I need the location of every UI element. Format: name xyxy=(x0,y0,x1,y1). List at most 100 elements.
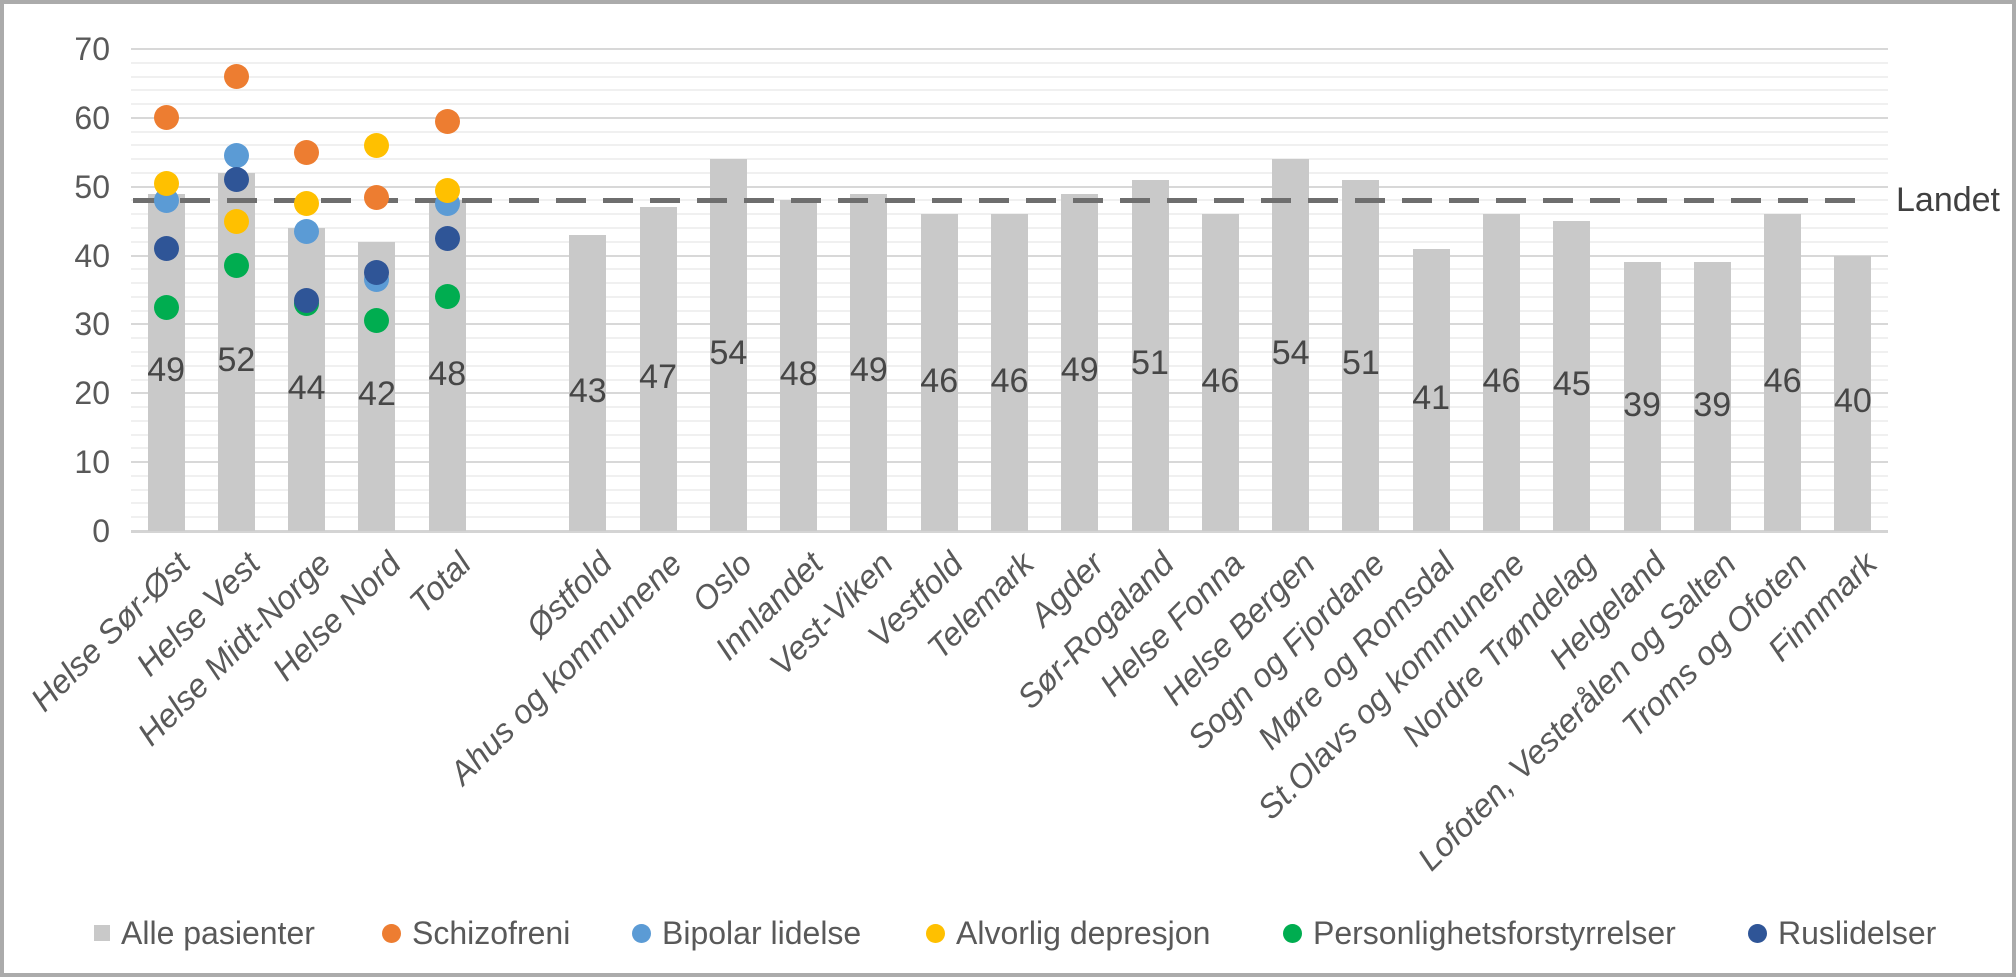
major-gridline xyxy=(131,48,1888,50)
bar-value-label: 44 xyxy=(287,368,326,407)
bar xyxy=(1131,179,1169,531)
scatter-dot-personlighetsforstyrrelser xyxy=(223,253,249,279)
y-tick-label: 10 xyxy=(74,444,110,481)
scatter-dot-schizofreni xyxy=(153,105,179,131)
bar-value-label: 52 xyxy=(217,340,256,379)
bar xyxy=(850,193,888,531)
minor-gridline xyxy=(131,144,1888,147)
scatter-dot-ruslidelser xyxy=(434,225,460,251)
minor-gridline xyxy=(131,75,1888,78)
bar xyxy=(920,214,958,531)
scatter-dot-schizofreni xyxy=(294,139,320,165)
minor-gridline xyxy=(131,103,1888,106)
bar xyxy=(1553,221,1591,531)
scatter-dot-alvorlig-depresjon xyxy=(364,132,390,158)
bar-value-label: 39 xyxy=(1693,385,1732,424)
bar-value-label: 48 xyxy=(428,354,467,393)
bar-value-label: 46 xyxy=(920,361,959,400)
legend-item: Alvorlig depresjon xyxy=(926,912,1210,954)
scatter-dot-schizofreni xyxy=(223,64,249,90)
bar-value-label: 47 xyxy=(639,358,677,397)
bar xyxy=(1201,214,1239,531)
bar xyxy=(1623,262,1661,531)
bar-value-label: 43 xyxy=(568,371,607,410)
legend-circle-marker xyxy=(1748,923,1767,943)
scatter-dot-ruslidelser xyxy=(223,167,249,193)
bar-value-label: 46 xyxy=(1763,361,1802,400)
scatter-dot-personlighetsforstyrrelser xyxy=(434,284,460,310)
x-axis-line xyxy=(131,530,1888,533)
reference-line xyxy=(133,197,1857,203)
scatter-dot-alvorlig-depresjon xyxy=(153,170,179,196)
bar-value-label: 54 xyxy=(709,334,748,373)
bar-value-label: 46 xyxy=(990,361,1029,400)
bar-value-label: 46 xyxy=(1482,361,1521,400)
bar xyxy=(709,159,747,531)
legend-item: Ruslidelser xyxy=(1748,912,1936,954)
major-gridline xyxy=(131,116,1888,119)
bar-value-label: 46 xyxy=(1201,361,1240,400)
bar-value-label: 54 xyxy=(1271,334,1310,373)
minor-gridline xyxy=(131,158,1888,161)
y-tick-label: 0 xyxy=(92,513,110,549)
y-tick-label: 60 xyxy=(74,99,110,136)
bar xyxy=(1342,179,1380,531)
bar-value-label: 49 xyxy=(1060,351,1099,390)
bar xyxy=(1482,214,1520,531)
legend-circle-marker xyxy=(1283,923,1302,943)
scatter-dot-schizofreni xyxy=(364,184,390,210)
scatter-dot-ruslidelser xyxy=(153,236,179,262)
legend-circle-marker xyxy=(632,923,651,943)
bar xyxy=(1764,214,1802,531)
legend-label: Alle pasienter xyxy=(121,915,315,951)
y-tick-label: 70 xyxy=(74,31,110,67)
bar-value-label: 49 xyxy=(147,351,186,390)
scatter-dot-alvorlig-depresjon xyxy=(434,177,460,203)
scatter-dot-ruslidelser xyxy=(364,260,390,286)
bar xyxy=(1412,248,1450,531)
legend-label: Ruslidelser xyxy=(1778,915,1937,951)
bar xyxy=(1272,159,1310,531)
bar xyxy=(1693,262,1731,531)
bar xyxy=(639,207,677,531)
scatter-dot-alvorlig-depresjon xyxy=(223,208,249,234)
legend-label: Alvorlig depresjon xyxy=(956,915,1211,951)
bar xyxy=(1834,255,1872,531)
major-gridline xyxy=(131,185,1888,188)
scatter-dot-personlighetsforstyrrelser xyxy=(153,294,179,320)
bar-value-label: 48 xyxy=(779,354,818,393)
bar-value-label: 49 xyxy=(850,351,888,390)
bar xyxy=(991,214,1028,531)
y-tick-label: 20 xyxy=(74,375,110,412)
legend-circle-marker xyxy=(382,923,401,943)
bar xyxy=(780,200,818,531)
bar xyxy=(1061,193,1099,531)
bar xyxy=(428,200,466,531)
legend-label: Personlighetsforstyrrelser xyxy=(1313,915,1676,951)
legend-item: Personlighetsforstyrrelser xyxy=(1283,912,1676,954)
y-tick-label: 50 xyxy=(74,168,110,205)
bar-value-label: 40 xyxy=(1833,382,1872,421)
reference-line-label: Landet xyxy=(1896,181,2000,220)
minor-gridline xyxy=(131,130,1888,133)
scatter-dot-personlighetsforstyrrelser xyxy=(364,308,390,334)
bar-value-label: 41 xyxy=(1412,378,1451,417)
scatter-dot-bipolar-lidelse xyxy=(294,218,320,244)
scatter-dot-alvorlig-depresjon xyxy=(294,191,320,217)
minor-gridline xyxy=(131,89,1888,92)
bar-value-label: 39 xyxy=(1623,385,1661,424)
legend-item: Schizofreni xyxy=(382,912,570,954)
bar-value-label: 51 xyxy=(1341,344,1380,383)
bar xyxy=(288,228,326,531)
bar xyxy=(569,234,607,531)
scatter-dot-bipolar-lidelse xyxy=(223,143,249,169)
bar-value-label: 51 xyxy=(1131,344,1169,383)
bar-value-label: 42 xyxy=(358,375,396,414)
legend-label: Schizofreni xyxy=(412,915,571,951)
y-tick-label: 30 xyxy=(74,306,110,343)
legend-square-marker xyxy=(94,925,110,941)
scatter-dot-ruslidelser xyxy=(294,287,320,313)
legend-item: Bipolar lidelse xyxy=(632,912,861,954)
